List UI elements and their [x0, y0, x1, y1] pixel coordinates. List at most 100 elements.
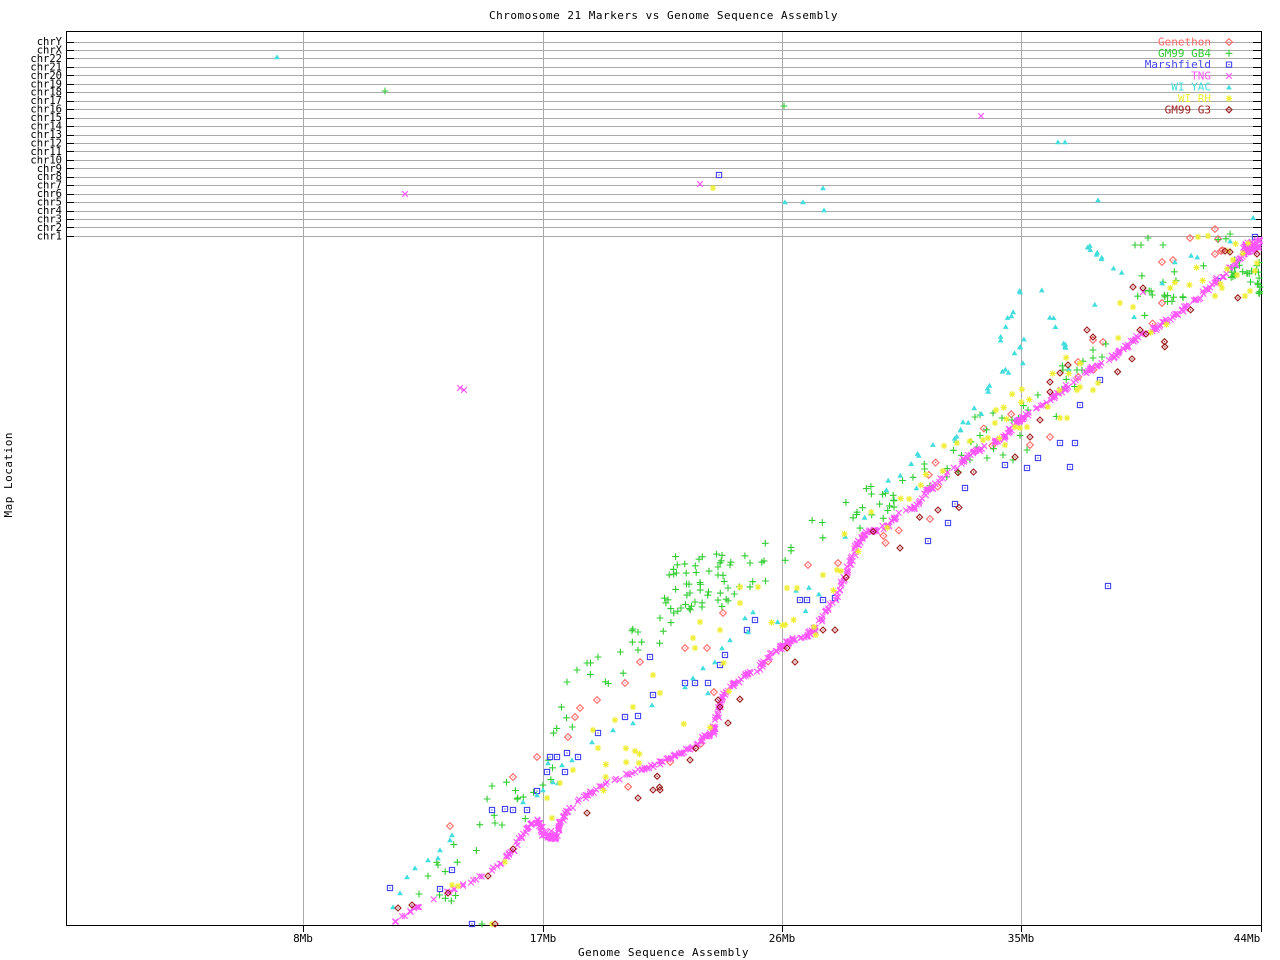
data-point: [1233, 271, 1241, 279]
data-point: [1094, 249, 1101, 255]
data-point: [513, 795, 521, 803]
legend-label: Marshfield: [1145, 58, 1211, 71]
data-point: [785, 638, 793, 645]
data-point: [1251, 267, 1259, 275]
data-point: [1219, 273, 1226, 280]
data-point: [782, 199, 788, 205]
data-point: [550, 779, 556, 785]
data-point: [783, 584, 791, 592]
data-point: [1046, 388, 1054, 396]
data-point: [1186, 281, 1193, 289]
data-point: [1023, 423, 1031, 431]
data-point: [568, 723, 576, 731]
data-point: [720, 659, 727, 667]
data-point: [1206, 284, 1214, 291]
data-point: [563, 749, 571, 757]
data-point: [691, 598, 699, 606]
data-point: [1120, 345, 1127, 353]
data-point: [1008, 416, 1016, 424]
x-tick-label: 26Mb: [769, 932, 796, 945]
data-point: [1129, 303, 1137, 311]
data-point: [1062, 139, 1068, 145]
data-point: [445, 821, 455, 831]
x-tick-label: 8Mb: [293, 932, 313, 945]
data-point: [401, 190, 409, 198]
data-point: [971, 405, 978, 411]
data-point: [930, 442, 936, 447]
data-point: [704, 591, 712, 599]
data-point: [692, 569, 700, 576]
data-point: [441, 868, 449, 875]
data-point: [843, 563, 851, 570]
data-point: [842, 573, 850, 582]
data-point: [1026, 433, 1034, 441]
data-point: [646, 653, 654, 661]
data-point: [1170, 293, 1177, 301]
data-point: [768, 619, 775, 626]
data-point: [815, 617, 822, 624]
data-point: [861, 514, 868, 520]
data-point: [677, 604, 685, 612]
data-point: [629, 625, 637, 633]
data-point: [1044, 403, 1051, 411]
data-point: [736, 695, 744, 703]
data-point: [797, 634, 804, 642]
data-point: [548, 814, 556, 822]
data-point: [819, 571, 827, 579]
data-point: [699, 737, 706, 745]
data-point: [1013, 417, 1021, 424]
data-point: [791, 658, 799, 666]
data-point: [906, 505, 914, 512]
data-point: [449, 832, 455, 838]
chromosome-label: chr11: [30, 146, 62, 158]
data-point: [1232, 260, 1240, 267]
data-point: [1227, 264, 1234, 271]
data-point: [1190, 297, 1197, 304]
data-point: [1066, 463, 1074, 471]
data-point: [530, 789, 537, 796]
data-point: [714, 563, 722, 571]
data-point: [820, 185, 826, 191]
data-point: [812, 631, 819, 639]
data-point: [1167, 284, 1174, 292]
data-point: [1246, 287, 1254, 295]
data-point: [922, 471, 930, 478]
series-wi-yac: [274, 54, 1257, 910]
data-point: [1056, 369, 1064, 377]
data-point: [1142, 330, 1150, 338]
data-point: [1088, 363, 1095, 371]
data-point: [540, 787, 546, 793]
data-point: [518, 834, 525, 841]
data-point: [1204, 232, 1212, 240]
data-point: [533, 787, 541, 795]
data-point: [1129, 283, 1137, 291]
data-point: [646, 765, 653, 772]
chromosome-label: chr10: [30, 154, 62, 166]
data-point: [602, 678, 609, 686]
data-point: [501, 858, 509, 866]
data-point: [1202, 285, 1209, 292]
data-point: [999, 451, 1007, 459]
data-point: [931, 458, 940, 467]
data-point: [545, 760, 551, 766]
data-point: [1171, 279, 1179, 286]
chromosome-label: chr2: [37, 222, 62, 234]
data-point: [392, 918, 400, 925]
data-point: [1227, 274, 1235, 281]
data-point: [685, 580, 693, 588]
data-point: [1001, 461, 1009, 469]
data-point: [893, 514, 900, 521]
data-point: [702, 643, 712, 653]
data-point: [1056, 414, 1064, 422]
data-point: [858, 534, 865, 541]
data-point: [920, 460, 928, 468]
gm99-gb4-marker-icon: [1225, 49, 1233, 57]
data-point: [705, 567, 713, 575]
data-point: [716, 589, 724, 597]
data-point: [1157, 257, 1167, 267]
chromosome-label: chrX: [37, 45, 63, 57]
data-point: [1076, 383, 1084, 391]
data-point: [698, 553, 706, 561]
data-point: [753, 668, 761, 675]
data-point: [1253, 237, 1260, 244]
